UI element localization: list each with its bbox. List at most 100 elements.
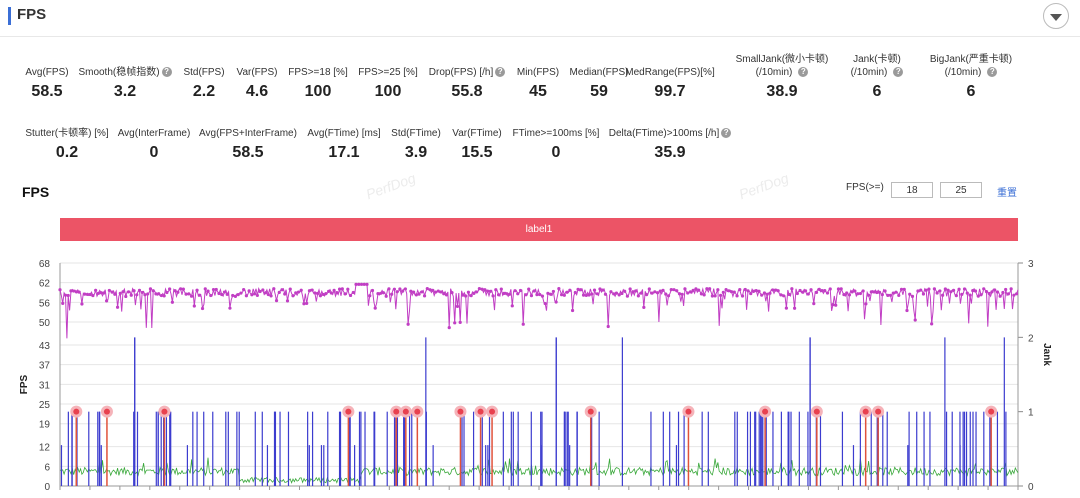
bigjank-marker	[393, 408, 400, 415]
fps-point	[872, 290, 876, 294]
fps-point	[477, 287, 481, 291]
fps-point	[927, 287, 931, 291]
fps-point	[83, 292, 87, 296]
label-band[interactable]: label1	[60, 218, 1018, 241]
bigjank-marker	[161, 408, 168, 415]
fps-point	[861, 289, 865, 293]
fps-point	[699, 292, 704, 296]
bigjank-marker	[345, 408, 352, 415]
bigjank-marker	[457, 408, 464, 415]
fps-point	[466, 290, 471, 294]
fps-point	[932, 287, 936, 291]
metric-label: FPS>=25 [%]	[318, 66, 458, 79]
fps-point	[765, 292, 769, 296]
fps-point	[875, 290, 879, 295]
help-icon[interactable]: ?	[798, 67, 809, 78]
y-tick-label: 0	[44, 482, 50, 493]
fps-point	[930, 322, 934, 326]
fps-point	[716, 288, 720, 292]
fps-point	[869, 290, 873, 294]
fps-point	[499, 287, 503, 291]
fps-point	[549, 292, 553, 296]
fps-point	[85, 292, 90, 296]
fps-point	[976, 294, 980, 298]
fps-point	[409, 289, 413, 293]
fps-point	[565, 290, 569, 294]
fps-point	[697, 288, 701, 292]
fps-point	[458, 320, 462, 324]
fps-point	[623, 289, 627, 293]
fps-point	[384, 294, 388, 298]
help-icon[interactable]: ?	[495, 67, 506, 78]
fps-point	[63, 293, 68, 297]
metric-value: 0.2	[55, 144, 79, 161]
fps-point	[61, 301, 65, 305]
fps-point	[392, 287, 397, 291]
metric-label-unit: (/10min)?	[807, 66, 947, 79]
fps-point	[609, 290, 613, 294]
y-tick-label: 37	[39, 361, 51, 372]
fps-point	[768, 291, 772, 295]
fps-point	[283, 292, 287, 296]
fps-point	[527, 287, 531, 291]
fps-point	[628, 287, 632, 291]
fps-point	[91, 293, 95, 298]
fps-point	[337, 287, 342, 291]
fps-point	[820, 288, 824, 293]
watermark: PerfDog	[736, 169, 791, 203]
metric-label-text: FPS>=25 [%]	[358, 67, 418, 78]
fps-point	[751, 289, 756, 293]
metric-value: 6	[966, 83, 976, 100]
fps-point	[880, 292, 884, 297]
fps-point	[184, 292, 188, 296]
fps-point	[170, 300, 174, 304]
fps-point	[757, 289, 761, 293]
fps-point	[428, 288, 432, 292]
y-tick-label: 50	[39, 318, 51, 329]
bigjank-marker	[813, 408, 820, 415]
fps-point	[965, 291, 969, 295]
metric-label-text: Min(FPS)	[516, 67, 560, 78]
fps-point	[214, 287, 218, 292]
metric-metrics_row1-0: Avg(FPS) 58.5	[0, 66, 117, 102]
fps-point	[381, 291, 386, 295]
fps-point	[962, 287, 967, 291]
fps-point	[729, 290, 734, 294]
fps-point	[140, 290, 144, 295]
metric-label-unit: (/10min)?	[901, 66, 1041, 79]
reset-button[interactable]: 重置	[997, 188, 1017, 199]
fps-point	[839, 287, 843, 291]
fps-point	[941, 293, 945, 297]
metric-value: 58.5	[31, 83, 63, 100]
fps-point	[740, 294, 745, 298]
metric-metrics_row2-5: Var(FTime) 15.5	[407, 127, 547, 163]
fps-threshold-high-input[interactable]	[940, 182, 982, 198]
fps-point	[195, 288, 199, 292]
fps-point	[921, 292, 926, 296]
metric-value: 6	[872, 83, 882, 100]
fps-point	[222, 290, 227, 294]
bigjank-marker	[103, 408, 110, 415]
help-icon[interactable]: ?	[987, 67, 998, 78]
fps-point	[529, 294, 534, 298]
metric-label: Std(FTime)	[346, 127, 486, 140]
metric-metrics_row2-1: Avg(InterFrame) 0	[84, 127, 224, 163]
fps-point	[592, 288, 597, 292]
metric-value: 58.5	[232, 144, 264, 161]
metric-value: 2.2	[192, 83, 216, 100]
help-icon[interactable]: ?	[893, 67, 904, 78]
help-icon[interactable]: ?	[721, 128, 732, 139]
fps-point	[351, 290, 355, 295]
fps-point	[897, 293, 901, 298]
fps-threshold-low-input[interactable]	[891, 182, 933, 198]
help-icon[interactable]: ?	[161, 67, 172, 78]
fps-point	[680, 292, 684, 296]
fps-point	[115, 305, 120, 309]
fps-point	[546, 291, 550, 295]
fps-point	[612, 292, 616, 296]
fps-point	[979, 293, 983, 297]
y-tick-label: 43	[39, 341, 51, 352]
fps-point	[294, 291, 298, 295]
collapse-button[interactable]	[1043, 3, 1069, 29]
